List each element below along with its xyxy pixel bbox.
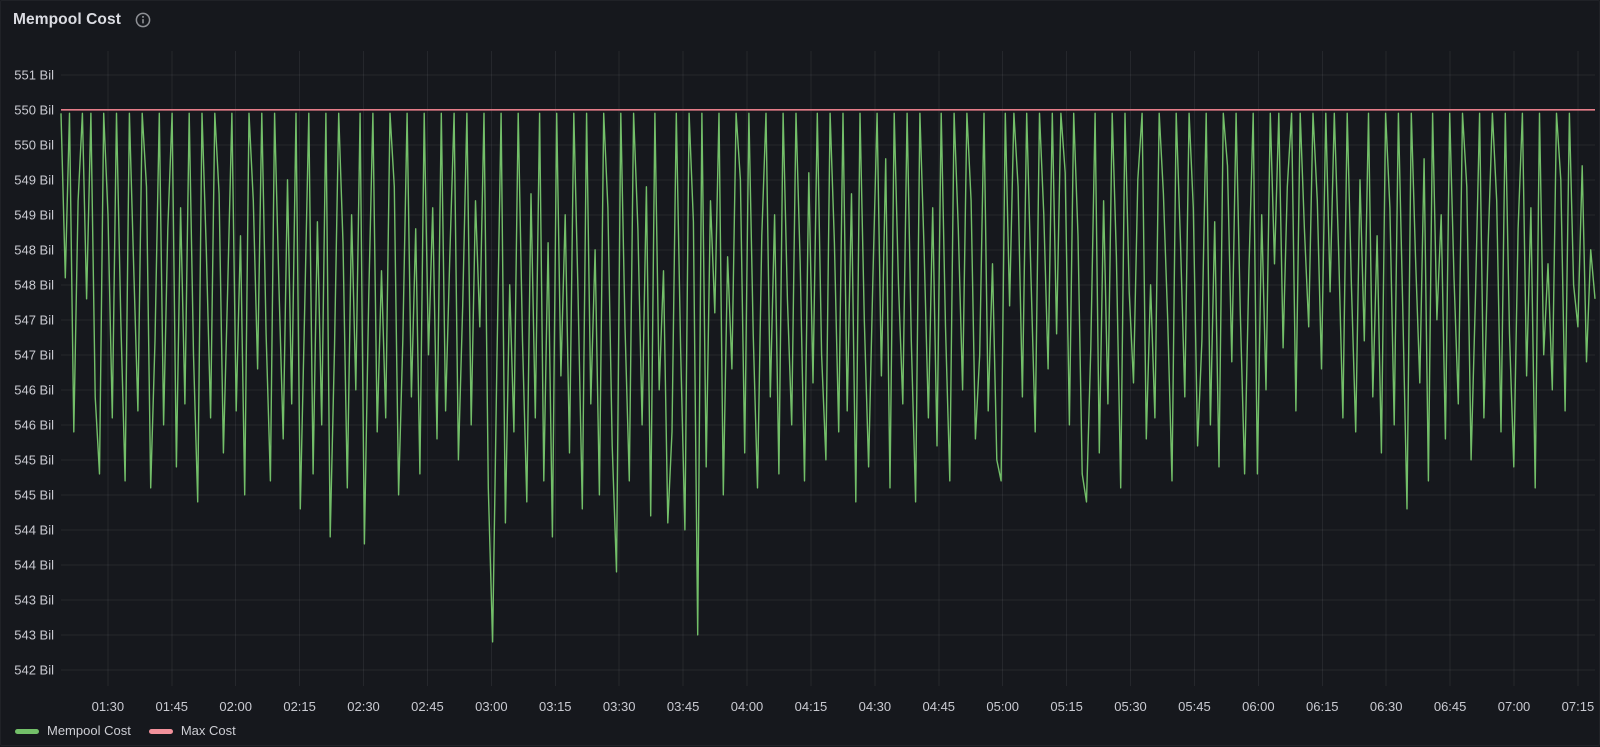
y-tick-label: 550 Bil bbox=[14, 102, 54, 117]
y-tick-label: 542 Bil bbox=[14, 662, 54, 677]
legend-item-max-cost[interactable]: Max Cost bbox=[148, 723, 236, 739]
x-tick-label: 02:15 bbox=[283, 699, 316, 714]
x-tick-label: 06:45 bbox=[1434, 699, 1467, 714]
y-tick-label: 543 Bil bbox=[14, 627, 54, 642]
x-tick-label: 01:45 bbox=[156, 699, 189, 714]
x-tick-label: 03:45 bbox=[667, 699, 700, 714]
legend-label: Max Cost bbox=[180, 723, 236, 738]
x-tick-label: 02:45 bbox=[411, 699, 444, 714]
y-tick-label: 549 Bil bbox=[14, 207, 54, 222]
x-tick-label: 05:30 bbox=[1114, 699, 1147, 714]
x-tick-label: 06:30 bbox=[1370, 699, 1403, 714]
x-tick-label: 04:15 bbox=[795, 699, 828, 714]
legend-label: Mempool Cost bbox=[47, 723, 131, 738]
y-tick-label: 550 Bil bbox=[14, 137, 54, 152]
y-tick-label: 547 Bil bbox=[14, 347, 54, 362]
y-tick-label: 544 Bil bbox=[14, 557, 54, 572]
mempool-cost-series bbox=[60, 112, 1596, 643]
y-tick-label: 551 Bil bbox=[14, 67, 54, 82]
x-tick-label: 02:30 bbox=[347, 699, 380, 714]
x-tick-label: 03:30 bbox=[603, 699, 636, 714]
x-tick-label: 03:00 bbox=[475, 699, 508, 714]
x-tick-label: 03:15 bbox=[539, 699, 572, 714]
x-tick-label: 07:00 bbox=[1498, 699, 1531, 714]
legend-color-pill bbox=[15, 728, 39, 734]
y-tick-label: 543 Bil bbox=[14, 592, 54, 607]
y-tick-label: 547 Bil bbox=[14, 312, 54, 327]
chart-legend: Mempool Cost Max Cost bbox=[15, 723, 236, 739]
x-tick-label: 04:45 bbox=[923, 699, 956, 714]
y-tick-label: 545 Bil bbox=[14, 487, 54, 502]
x-tick-label: 04:00 bbox=[731, 699, 764, 714]
y-tick-label: 545 Bil bbox=[14, 452, 54, 467]
panel-title[interactable]: Mempool Cost bbox=[13, 11, 121, 28]
x-tick-label: 05:45 bbox=[1178, 699, 1211, 714]
x-tick-label: 07:15 bbox=[1562, 699, 1595, 714]
y-tick-label: 548 Bil bbox=[14, 277, 54, 292]
legend-item-mempool-cost[interactable]: Mempool Cost bbox=[15, 723, 131, 739]
x-tick-label: 04:30 bbox=[859, 699, 892, 714]
legend-color-pill bbox=[148, 728, 173, 734]
y-tick-label: 544 Bil bbox=[14, 522, 54, 537]
x-tick-label: 05:15 bbox=[1050, 699, 1083, 714]
y-tick-label: 546 Bil bbox=[14, 382, 54, 397]
info-circle-icon[interactable] bbox=[135, 12, 151, 28]
x-tick-label: 06:00 bbox=[1242, 699, 1275, 714]
y-tick-label: 548 Bil bbox=[14, 242, 54, 257]
x-tick-label: 02:00 bbox=[219, 699, 252, 714]
y-tick-label: 546 Bil bbox=[14, 417, 54, 432]
x-tick-label: 01:30 bbox=[92, 699, 125, 714]
panel-header: Mempool Cost bbox=[13, 11, 151, 29]
y-tick-label: 549 Bil bbox=[14, 172, 54, 187]
x-tick-label: 05:00 bbox=[986, 699, 1019, 714]
x-tick-label: 06:15 bbox=[1306, 699, 1339, 714]
